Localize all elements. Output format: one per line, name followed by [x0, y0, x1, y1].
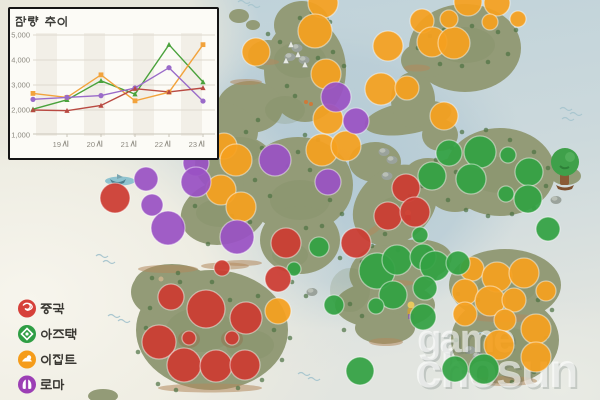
svg-text:1,000: 1,000 — [11, 131, 30, 140]
svg-text:22: 22 — [155, 140, 163, 149]
svg-text:19: 19 — [53, 140, 61, 149]
svg-text:5,000: 5,000 — [11, 31, 30, 40]
svg-text:3,000: 3,000 — [11, 81, 30, 90]
svg-text:20: 20 — [87, 140, 95, 149]
svg-text:4,000: 4,000 — [11, 56, 30, 65]
svg-text:2,000: 2,000 — [11, 106, 30, 115]
svg-text:23: 23 — [189, 140, 197, 149]
svg-text:21: 21 — [121, 140, 129, 149]
